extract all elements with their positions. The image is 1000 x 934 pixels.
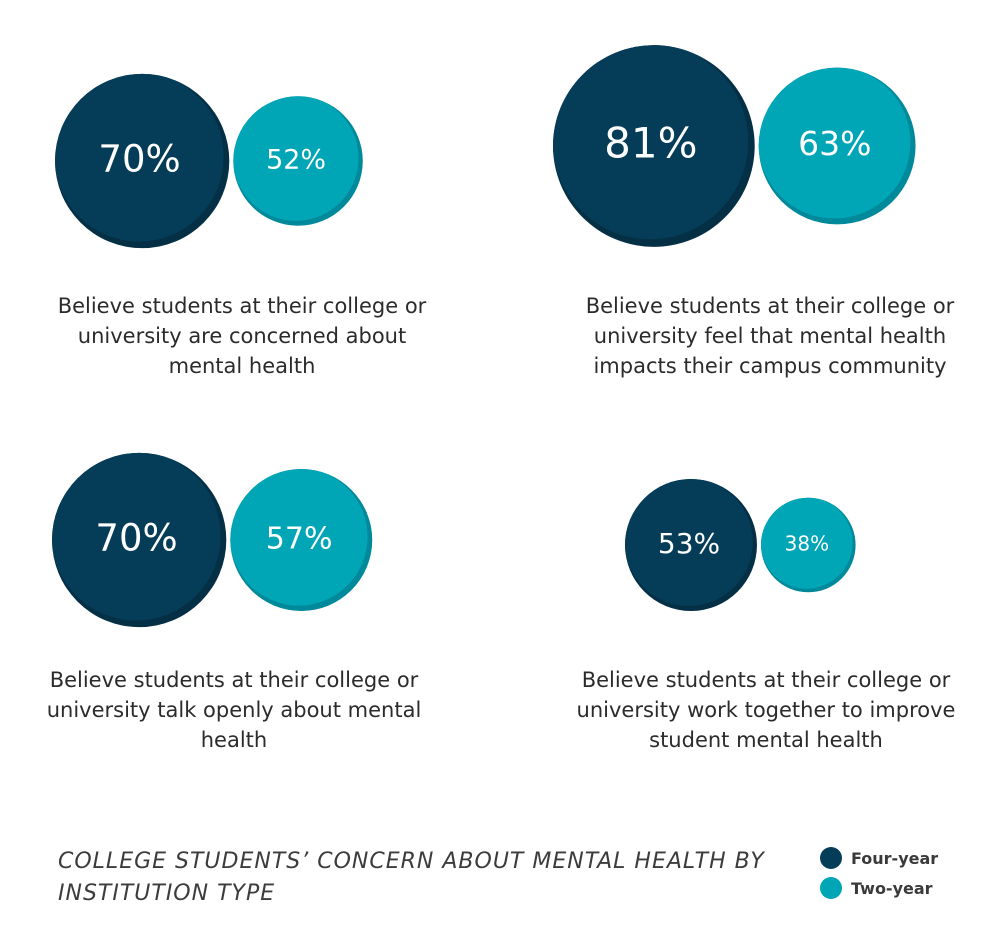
- bubble-two-year: 52%: [233, 96, 363, 226]
- legend-swatch-four-year: [820, 847, 842, 869]
- bubble-panel-2: 70% 57%: [51, 452, 373, 628]
- caption-talk-openly: Believe students at their college or uni…: [46, 668, 422, 752]
- bubble-two-year: 63%: [758, 67, 916, 225]
- bubble-four-year-face: [553, 45, 749, 240]
- value-label-two-year: 38%: [785, 532, 829, 556]
- caption-concerned: Believe students at their college or uni…: [57, 294, 427, 378]
- bubble-two-year-face: [758, 67, 911, 219]
- bubble-two-year-face: [760, 497, 853, 589]
- legend: Four-year Two-year: [820, 843, 938, 903]
- value-label-two-year: 63%: [798, 124, 871, 163]
- value-label-two-year: 52%: [266, 145, 326, 176]
- bubble-two-year-face: [230, 469, 368, 606]
- bubble-four-year: 81%: [553, 45, 755, 247]
- caption-work-together: Believe students at their college or uni…: [576, 668, 956, 752]
- bubble-four-year-face: [625, 479, 753, 607]
- legend-label-two-year: Two-year: [851, 878, 933, 898]
- bubble-four-year-face: [51, 452, 221, 621]
- legend-item-two-year: Two-year: [820, 873, 938, 903]
- legend-label-four-year: Four-year: [851, 848, 939, 868]
- bubble-two-year-face: [233, 96, 359, 221]
- bubble-panel-0: 70% 52%: [54, 73, 363, 249]
- caption-impacts-community: Believe students at their college or uni…: [585, 294, 955, 378]
- bubble-two-year: 38%: [760, 497, 856, 593]
- value-label-four-year: 53%: [658, 527, 720, 560]
- value-label-two-year: 57%: [266, 521, 333, 556]
- legend-swatch-two-year: [820, 877, 842, 899]
- bubble-panel-1: 81% 63%: [553, 45, 916, 247]
- bubble-four-year: 70%: [51, 452, 227, 628]
- bubble-four-year: 53%: [625, 479, 757, 611]
- value-label-four-year: 70%: [95, 516, 177, 559]
- legend-item-four-year: Four-year: [820, 843, 938, 873]
- chart-title: COLLEGE STUDENTS’ CONCERN ABOUT MENTAL H…: [58, 849, 765, 906]
- bubble-two-year: 57%: [230, 469, 373, 611]
- value-label-four-year: 81%: [604, 119, 697, 168]
- value-label-four-year: 70%: [98, 137, 180, 180]
- bubble-four-year: 70%: [54, 73, 230, 249]
- bubble-four-year-face: [54, 73, 224, 242]
- bubble-panel-3: 53% 38%: [625, 479, 856, 611]
